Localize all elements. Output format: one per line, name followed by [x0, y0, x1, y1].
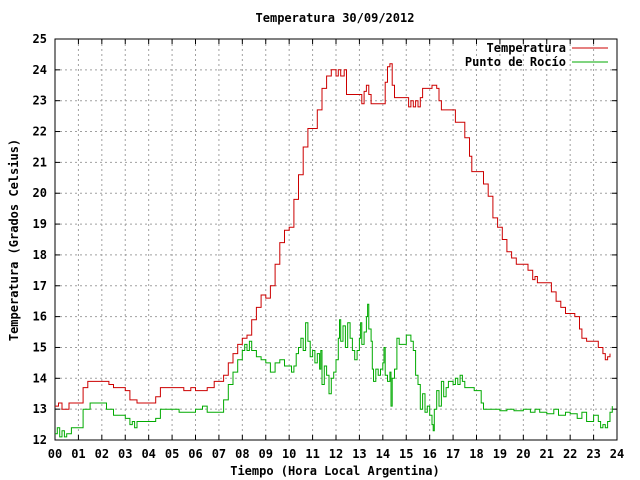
x-tick-label: 05	[165, 447, 179, 461]
y-tick-label: 21	[33, 155, 47, 169]
y-tick-label: 13	[33, 402, 47, 416]
y-tick-label: 25	[33, 32, 47, 46]
x-tick-label: 18	[469, 447, 483, 461]
x-tick-label: 16	[422, 447, 436, 461]
y-tick-label: 20	[33, 186, 47, 200]
x-axis-label: Tiempo (Hora Local Argentina)	[230, 464, 440, 478]
plot-frame	[54, 38, 618, 441]
x-tick-label: 02	[95, 447, 109, 461]
y-tick-label: 12	[33, 433, 47, 447]
y-tick-label: 18	[33, 248, 47, 262]
y-axis-label: Temperatura (Grados Celsius)	[7, 139, 21, 341]
grid-lines	[55, 39, 617, 440]
series-lines	[55, 63, 613, 438]
series-line-temperatura	[55, 63, 611, 410]
x-tick-label: 15	[399, 447, 413, 461]
x-tick-label: 23	[586, 447, 600, 461]
axes	[54, 38, 618, 441]
x-tick-label: 01	[71, 447, 85, 461]
x-tick-label: 17	[446, 447, 460, 461]
y-tick-label: 24	[33, 63, 47, 77]
x-tick-label: 22	[563, 447, 577, 461]
x-tick-label: 06	[188, 447, 202, 461]
x-tick-label: 14	[376, 447, 390, 461]
y-tick-label: 23	[33, 94, 47, 108]
x-tick-label: 12	[329, 447, 343, 461]
x-tick-label: 11	[305, 447, 319, 461]
y-tick-label: 19	[33, 217, 47, 231]
y-tick-label: 16	[33, 310, 47, 324]
x-tick-label: 00	[48, 447, 62, 461]
legend-label-punto-de-rocio: Punto de Rocío	[465, 55, 566, 69]
chart-title: Temperatura 30/09/2012	[256, 11, 415, 25]
x-tick-label: 07	[212, 447, 226, 461]
y-tick-label: 22	[33, 125, 47, 139]
x-tick-label: 08	[235, 447, 249, 461]
tick-labels: 00 01 02 03 04 05 06 07 08 09 10 11 12 13 14 15 16 17 18 19…	[33, 32, 625, 461]
x-tick-label: 24	[610, 447, 624, 461]
y-tick-label: 15	[33, 340, 47, 354]
x-tick-label: 13	[352, 447, 366, 461]
x-tick-label: 19	[493, 447, 507, 461]
x-tick-label: 20	[516, 447, 530, 461]
y-tick-label: 14	[33, 371, 47, 385]
legend: Temperatura Punto de Rocío	[465, 41, 608, 69]
x-tick-label: 09	[259, 447, 273, 461]
y-tick-label: 17	[33, 279, 47, 293]
x-tick-label: 03	[118, 447, 132, 461]
x-tick-label: 21	[540, 447, 554, 461]
series-line-punto-de-rocio	[55, 303, 613, 438]
x-tick-label: 10	[282, 447, 296, 461]
x-tick-label: 04	[141, 447, 155, 461]
legend-label-temperatura: Temperatura	[487, 41, 566, 55]
